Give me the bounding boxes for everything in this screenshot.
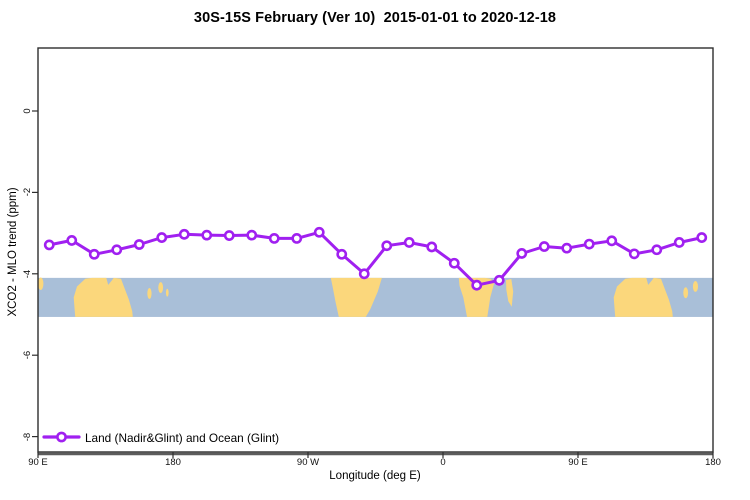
y-tick-label: 0	[22, 108, 33, 114]
data-point	[268, 232, 280, 244]
map-island	[158, 282, 164, 294]
data-point	[538, 241, 550, 252]
data-point	[291, 232, 303, 244]
data-point	[336, 248, 348, 260]
x-axis-label: Longitude (deg E)	[329, 470, 421, 482]
x-tick-label: 90 E	[28, 457, 48, 468]
data-point	[583, 238, 595, 250]
data-point	[201, 229, 213, 241]
map-land-africa	[458, 277, 494, 317]
map-land-australia-wrap	[613, 277, 673, 317]
y-tick-label: -8	[22, 432, 33, 441]
chart-title: 30S-15S February (Ver 10) 2015-01-01 to …	[193, 10, 557, 26]
x-tick-label: 0	[440, 457, 446, 468]
data-point	[403, 237, 415, 248]
map-land-madagascar	[506, 279, 514, 307]
data-point	[651, 244, 663, 256]
data-point	[66, 235, 78, 246]
map-island	[683, 287, 689, 299]
map-island	[692, 280, 698, 292]
map-land-australia	[73, 277, 133, 317]
data-point	[313, 226, 325, 238]
data-point	[606, 235, 618, 247]
data-point	[696, 232, 708, 243]
map-island	[38, 277, 44, 290]
trend-line	[47, 230, 704, 287]
data-point	[471, 279, 483, 291]
data-point	[43, 239, 55, 251]
data-point	[628, 248, 640, 260]
data-point	[156, 232, 168, 243]
data-point	[448, 257, 460, 269]
data-point	[493, 274, 505, 286]
data-point	[561, 242, 573, 254]
x-tick-label: 90 W	[296, 457, 320, 468]
x-tick-label: 180	[705, 457, 721, 468]
legend-label: Land (Nadir&Glint) and Ocean (Glint)	[85, 430, 280, 445]
map-land-south-america	[330, 277, 382, 317]
map-island	[165, 288, 169, 297]
data-point	[358, 268, 370, 280]
data-point	[381, 240, 393, 252]
plot-box	[37, 47, 714, 453]
data-point	[88, 248, 100, 260]
x-tick-label: 90 E	[568, 457, 588, 468]
y-tick-label: -4	[22, 269, 33, 279]
data-point	[223, 230, 235, 241]
data-point	[516, 248, 528, 259]
data-point	[426, 241, 438, 253]
data-point	[673, 237, 685, 248]
y-tick-label: -6	[22, 350, 33, 360]
legend-marker-icon	[56, 431, 67, 443]
data-point	[178, 228, 190, 240]
data-point	[246, 229, 258, 241]
data-point	[133, 239, 145, 250]
x-tick-label: 180	[165, 457, 181, 468]
y-tick-label: -2	[22, 188, 33, 197]
map-island	[147, 288, 152, 299]
data-point	[111, 244, 123, 256]
